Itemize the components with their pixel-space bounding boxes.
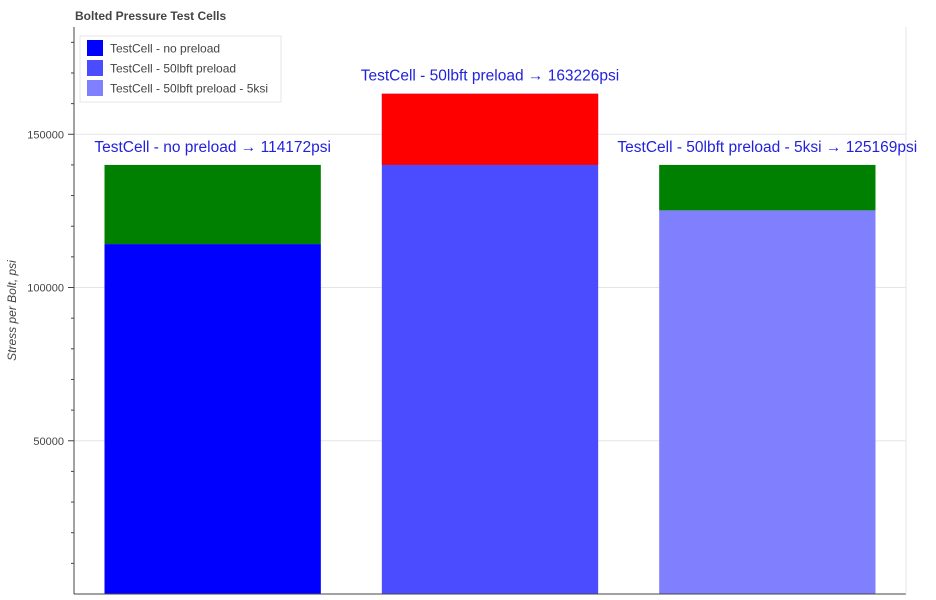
bar-cap: [381, 93, 599, 165]
y-tick-label: 100000: [27, 283, 64, 295]
chart-title: Bolted Pressure Test Cells: [75, 9, 226, 23]
y-axis-label: Stress per Bolt, psi: [5, 260, 19, 361]
bar: [381, 93, 599, 594]
y-tick-label: 50000: [33, 436, 64, 448]
y-tick-label: 150000: [27, 129, 64, 141]
bar-label: TestCell - 50lbft preload - 5ksi → 12516…: [617, 139, 917, 156]
legend-swatch: [87, 40, 103, 56]
legend-swatch: [87, 60, 103, 76]
bar-cap: [659, 164, 876, 211]
bar-labels: TestCell - no preload → 114172psi TestCel…: [94, 68, 917, 156]
legend-item: TestCell - no preload: [110, 42, 220, 56]
legend-item: TestCell - 50lbft preload: [110, 62, 236, 76]
bar: [659, 210, 876, 594]
legend-item: TestCell - 50lbft preload - 5ksi: [110, 82, 268, 96]
bar-label: TestCell - no preload → 114172psi: [94, 139, 331, 156]
legend-swatch: [87, 80, 103, 96]
bars: [104, 93, 876, 594]
bar-cap: [104, 164, 321, 245]
legend: TestCell - no preload TestCell - 50lbft p…: [79, 35, 282, 103]
bar: [104, 244, 321, 594]
y-axis: 50000 100000 150000: [27, 27, 907, 595]
legend-box: [79, 35, 282, 103]
bar-label: TestCell - 50lbft preload → 163226psi: [361, 68, 619, 85]
